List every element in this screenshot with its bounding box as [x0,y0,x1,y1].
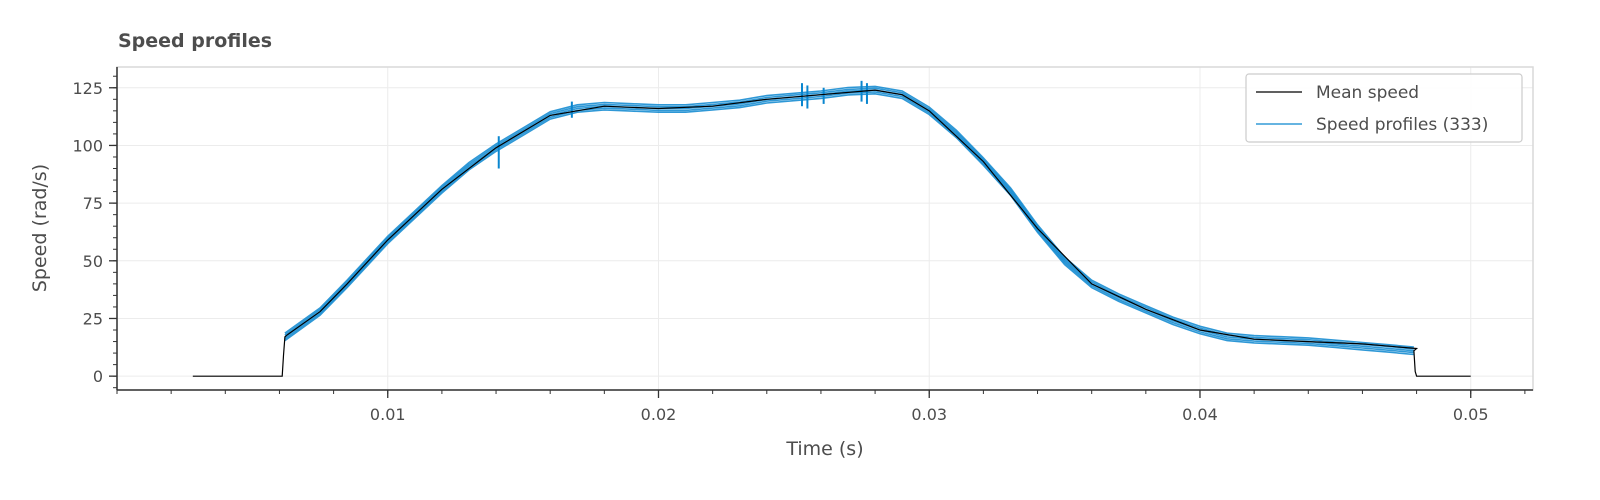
legend-label-mean-speed: Mean speed [1316,83,1419,103]
legend-label-speed-profiles: Speed profiles (333) [1316,115,1488,135]
series-line-mean-speed [192,89,1471,377]
legend-box [1245,73,1523,143]
plot-series [192,80,1471,377]
speed-profile-line-4 [284,85,1414,348]
speed-profile-line-2 [284,89,1414,352]
x-tick-label-1: 0.02 [641,405,677,424]
y-tick-label-2: 50 [83,252,103,271]
y-tick-label-3: 75 [83,194,103,213]
x-axis-label: Time (s) [785,438,863,460]
speed-profiles-band [284,80,1414,356]
chart-title: Speed profiles [118,30,272,52]
grid [117,67,1533,390]
y-axis-ticks: 0 25 50 75 100 125 [72,75,117,389]
x-axis-ticks: 0.01 0.02 0.03 0.04 0.05 [116,390,1526,424]
y-tick-label-4: 100 [72,136,103,155]
x-tick-label-4: 0.05 [1453,405,1489,424]
x-tick-label-0: 0.01 [370,405,406,424]
x-tick-label-2: 0.03 [911,405,947,424]
y-tick-label-5: 125 [72,79,103,98]
speed-profile-line-0 [284,92,1414,356]
y-axis-label: Speed (rad/s) [29,164,51,292]
x-tick-label-3: 0.04 [1182,405,1218,424]
speed-profile-line-1 [284,91,1414,354]
speed-profile-line-3 [284,87,1414,350]
y-tick-label-0: 0 [93,367,103,386]
legend: Mean speed Speed profiles (333) [1245,73,1523,143]
y-tick-label-1: 25 [83,309,103,328]
